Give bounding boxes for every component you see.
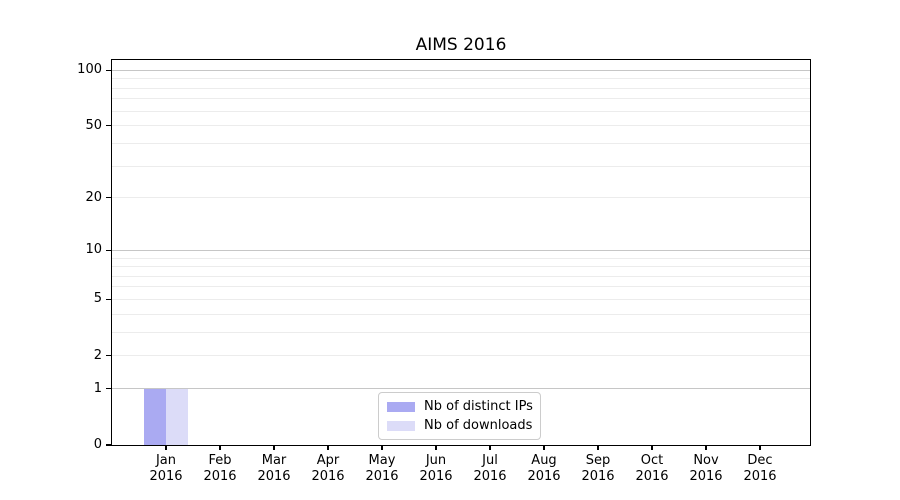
- minor-gridline: [112, 98, 810, 100]
- x-tick-label: Apr 2016: [311, 453, 345, 484]
- minor-gridline: [112, 266, 810, 268]
- legend-swatch-nb-of-distinct-ips: [387, 401, 415, 412]
- minor-gridline: [112, 165, 810, 167]
- y-tick-mark: [106, 197, 112, 199]
- x-tick-mark: [705, 445, 707, 450]
- x-tick-mark: [543, 445, 545, 450]
- legend-item-nb-of-downloads: Nb of downloads: [387, 416, 532, 435]
- x-tick-mark: [597, 445, 599, 450]
- x-tick-mark: [435, 445, 437, 450]
- y-tick-label: 50: [85, 117, 102, 133]
- legend: Nb of distinct IPs Nb of downloads: [378, 392, 541, 440]
- x-tick-label: Sep 2016: [581, 453, 615, 484]
- legend-label: Nb of downloads: [424, 418, 533, 433]
- minor-gridline: [112, 110, 810, 112]
- x-tick-label: Jan 2016: [149, 453, 183, 484]
- minor-gridline: [112, 298, 810, 300]
- minor-gridline: [112, 87, 810, 89]
- y-tick-mark: [106, 298, 112, 301]
- x-tick-label: May 2016: [365, 453, 399, 484]
- y-tick-label: 5: [93, 291, 102, 307]
- y-tick-mark: [106, 69, 112, 71]
- x-tick-mark: [165, 445, 167, 450]
- x-tick-mark: [489, 445, 491, 450]
- x-tick-mark: [759, 445, 761, 450]
- chart-title: AIMS 2016: [415, 35, 507, 55]
- x-tick-label: Dec 2016: [743, 453, 777, 484]
- bar-nb-of-distinct-ips: [144, 388, 166, 445]
- x-tick-mark: [651, 445, 653, 450]
- major-gridline: [112, 69, 810, 71]
- legend-item-nb-of-distinct-ips: Nb of distinct IPs: [387, 397, 533, 416]
- x-tick-label: Aug 2016: [527, 453, 561, 484]
- minor-gridline: [112, 257, 810, 259]
- x-tick-mark: [219, 445, 221, 450]
- x-tick-label: Feb 2016: [203, 453, 237, 484]
- x-tick-label: Jul 2016: [473, 453, 507, 484]
- legend-label: Nb of distinct IPs: [424, 399, 533, 414]
- minor-gridline: [112, 313, 810, 315]
- minor-gridline: [112, 78, 810, 80]
- y-tick-label: 0: [93, 437, 102, 452]
- major-gridline: [112, 249, 810, 251]
- minor-gridline: [112, 331, 810, 333]
- x-tick-label: Jun 2016: [419, 453, 453, 484]
- minor-gridline: [112, 125, 810, 127]
- minor-gridline: [112, 286, 810, 288]
- y-tick-label: 2: [93, 347, 102, 363]
- minor-gridline: [112, 355, 810, 357]
- x-tick-mark: [327, 445, 329, 450]
- y-tick-mark: [106, 388, 112, 390]
- plot-area: Nb of distinct IPs Nb of downloads: [112, 60, 810, 445]
- x-tick-mark: [273, 445, 275, 450]
- x-tick-mark: [381, 445, 383, 450]
- y-tick-label: 20: [85, 189, 102, 205]
- minor-gridline: [112, 197, 810, 199]
- y-tick-label: 10: [85, 242, 102, 258]
- major-gridline: [112, 388, 810, 390]
- bar-nb-of-downloads: [166, 388, 188, 445]
- y-tick-mark: [106, 444, 112, 446]
- x-tick-label: Oct 2016: [635, 453, 669, 484]
- minor-gridline: [112, 275, 810, 277]
- minor-gridline: [112, 142, 810, 144]
- y-tick-mark: [106, 249, 112, 251]
- y-tick-label: 100: [77, 62, 102, 78]
- x-tick-label: Nov 2016: [689, 453, 723, 484]
- y-tick-mark: [106, 355, 112, 357]
- x-tick-label: Mar 2016: [257, 453, 291, 484]
- y-tick-label: 1: [93, 380, 102, 396]
- legend-swatch-nb-of-downloads: [387, 420, 415, 431]
- y-tick-mark: [106, 125, 112, 127]
